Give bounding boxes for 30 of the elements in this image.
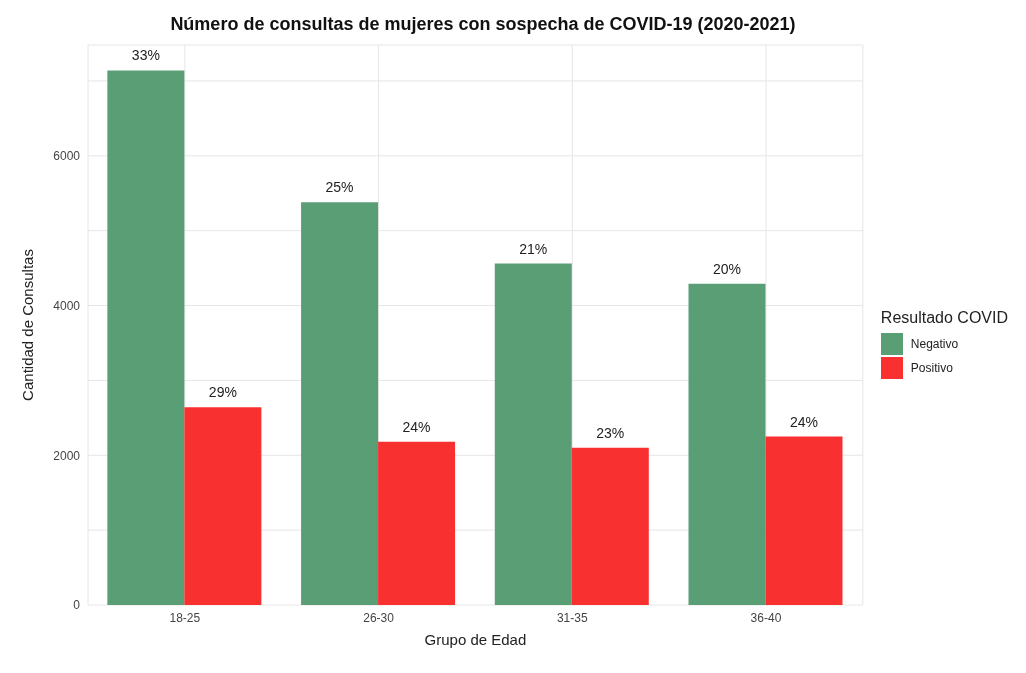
x-axis-title: Grupo de Edad xyxy=(424,631,527,648)
y-tick-label: 4000 xyxy=(53,298,81,313)
annotation: 20% xyxy=(712,260,742,277)
legend-title: Resultado COVID xyxy=(880,309,1008,327)
annotation: 24% xyxy=(789,413,819,430)
x-tick-label: 31-35 xyxy=(556,610,588,625)
bar xyxy=(301,202,379,605)
legend-label: Negativo xyxy=(910,337,959,351)
bar xyxy=(184,407,262,605)
bar xyxy=(494,263,572,605)
chart-title: Número de consultas de mujeres con sospecha de COVID-19 (2020-2021) xyxy=(169,13,797,35)
bar xyxy=(765,436,843,605)
legend-label: Positivo xyxy=(910,361,953,375)
annotation: 21% xyxy=(519,240,548,257)
y-tick-label: 2000 xyxy=(53,448,81,463)
annotation: 24% xyxy=(402,418,431,435)
annotation: 29% xyxy=(208,384,237,401)
x-tick-label: 36-40 xyxy=(750,610,782,625)
bar xyxy=(571,447,649,605)
annotation: 25% xyxy=(325,179,354,196)
x-tick-label: 26-30 xyxy=(363,610,395,625)
y-axis-title: Cantidad de Consultas xyxy=(19,249,37,401)
y-tick-label: 0 xyxy=(73,598,81,613)
annotation: 23% xyxy=(596,424,625,441)
x-tick-label: 18-25 xyxy=(169,610,201,625)
bar xyxy=(688,283,766,605)
y-tick-label: 6000 xyxy=(53,149,81,164)
annotation: 33% xyxy=(131,47,160,64)
bar xyxy=(107,70,185,605)
bar xyxy=(378,441,456,605)
